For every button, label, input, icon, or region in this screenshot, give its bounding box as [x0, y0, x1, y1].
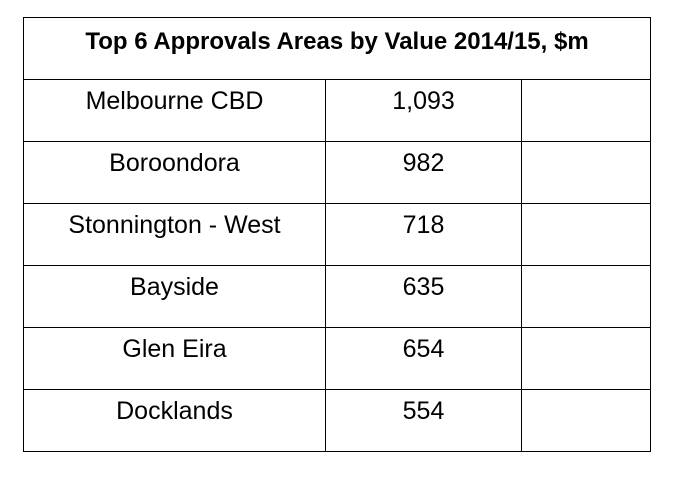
area-cell: Boroondora: [23, 141, 326, 204]
table-row: Boroondora 982: [23, 141, 651, 204]
value-cell: 1,093: [325, 79, 522, 142]
table-body: Melbourne CBD 1,093 Boroondora 982 Stonn…: [23, 79, 651, 452]
empty-cell: [521, 265, 651, 328]
approvals-table-container: Top 6 Approvals Areas by Value 2014/15, …: [23, 17, 651, 452]
empty-cell: [521, 141, 651, 204]
table-row: Stonnington - West 718: [23, 203, 651, 266]
approvals-table: Top 6 Approvals Areas by Value 2014/15, …: [23, 17, 651, 452]
area-cell: Bayside: [23, 265, 326, 328]
area-cell: Melbourne CBD: [23, 79, 326, 142]
empty-cell: [521, 79, 651, 142]
area-cell: Stonnington - West: [23, 203, 326, 266]
table-header-row: Top 6 Approvals Areas by Value 2014/15, …: [23, 17, 651, 80]
table-row: Glen Eira 654: [23, 327, 651, 390]
table-title: Top 6 Approvals Areas by Value 2014/15, …: [23, 17, 651, 80]
empty-cell: [521, 327, 651, 390]
value-cell: 718: [325, 203, 522, 266]
value-cell: 554: [325, 389, 522, 452]
empty-cell: [521, 389, 651, 452]
table-row: Docklands 554: [23, 389, 651, 452]
value-cell: 982: [325, 141, 522, 204]
area-cell: Glen Eira: [23, 327, 326, 390]
table-row: Bayside 635: [23, 265, 651, 328]
area-cell: Docklands: [23, 389, 326, 452]
table-row: Melbourne CBD 1,093: [23, 79, 651, 142]
value-cell: 654: [325, 327, 522, 390]
value-cell: 635: [325, 265, 522, 328]
empty-cell: [521, 203, 651, 266]
